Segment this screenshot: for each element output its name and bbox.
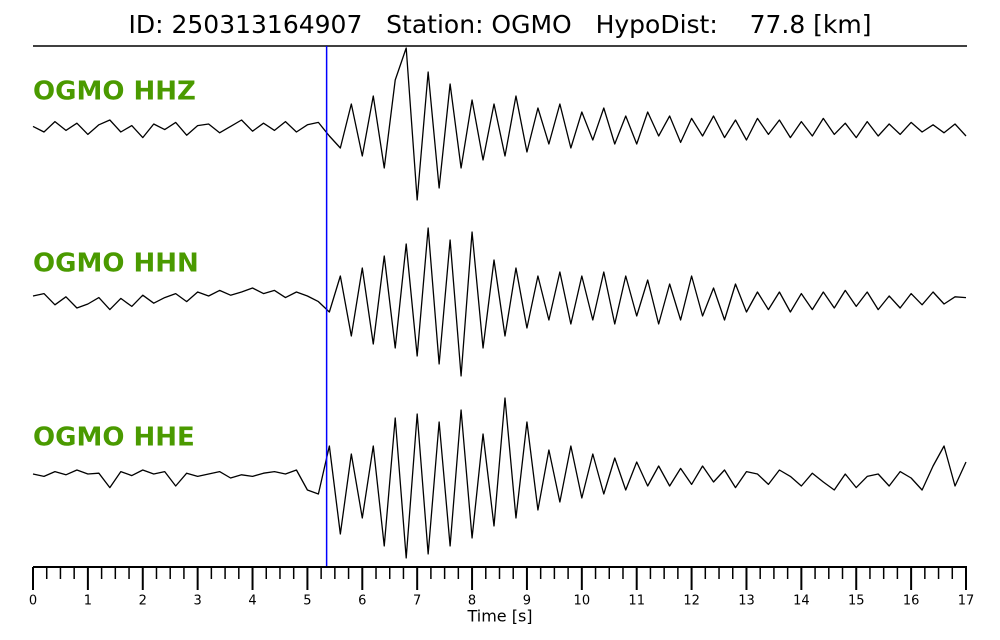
x-tick-label: 0 <box>29 594 37 609</box>
waveform <box>32 227 967 377</box>
x-axis-label: Time [s] <box>466 607 532 626</box>
x-tick-label: 17 <box>958 594 975 609</box>
waveform <box>32 47 967 201</box>
trace-label: OGMO HHE <box>33 423 195 453</box>
x-tick-label: 10 <box>574 594 591 609</box>
x-tick-label: 16 <box>903 594 920 609</box>
x-tick-label: 2 <box>139 594 147 609</box>
x-tick-label: 13 <box>738 594 755 609</box>
x-tick-label: 8 <box>468 594 476 609</box>
x-tick-label: 1 <box>84 594 92 609</box>
x-tick-label: 3 <box>194 594 202 609</box>
x-tick-label: 9 <box>523 594 531 609</box>
x-tick-label: 15 <box>848 594 865 609</box>
x-tick-label: 12 <box>683 594 700 609</box>
waveform <box>32 397 967 559</box>
trace-label: OGMO HHZ <box>33 77 196 107</box>
x-tick-label: 6 <box>358 594 366 609</box>
chart-title: ID: 250313164907 Station: OGMO HypoDist:… <box>128 10 871 39</box>
x-tick-label: 7 <box>413 594 421 609</box>
x-tick-label: 4 <box>248 594 256 609</box>
x-tick-label: 11 <box>628 594 645 609</box>
trace-label: OGMO HHN <box>33 249 199 279</box>
x-tick-label: 14 <box>793 594 810 609</box>
x-tick-label: 5 <box>303 594 311 609</box>
